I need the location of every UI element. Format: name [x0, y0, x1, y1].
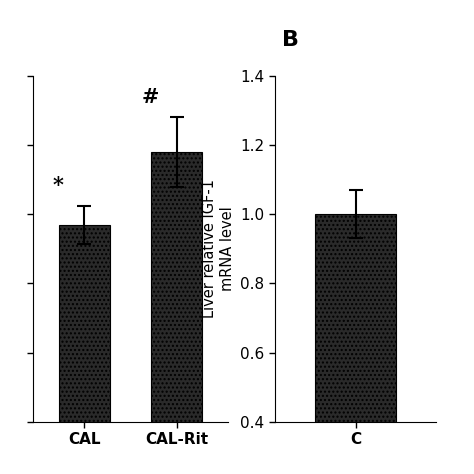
Bar — [59, 225, 109, 474]
Text: *: * — [53, 175, 64, 195]
Text: B: B — [282, 30, 299, 50]
Y-axis label: Liver relative IGF-1
mRNA level: Liver relative IGF-1 mRNA level — [202, 179, 235, 319]
Bar — [315, 214, 396, 474]
Bar — [151, 152, 202, 474]
Text: #: # — [142, 87, 159, 107]
